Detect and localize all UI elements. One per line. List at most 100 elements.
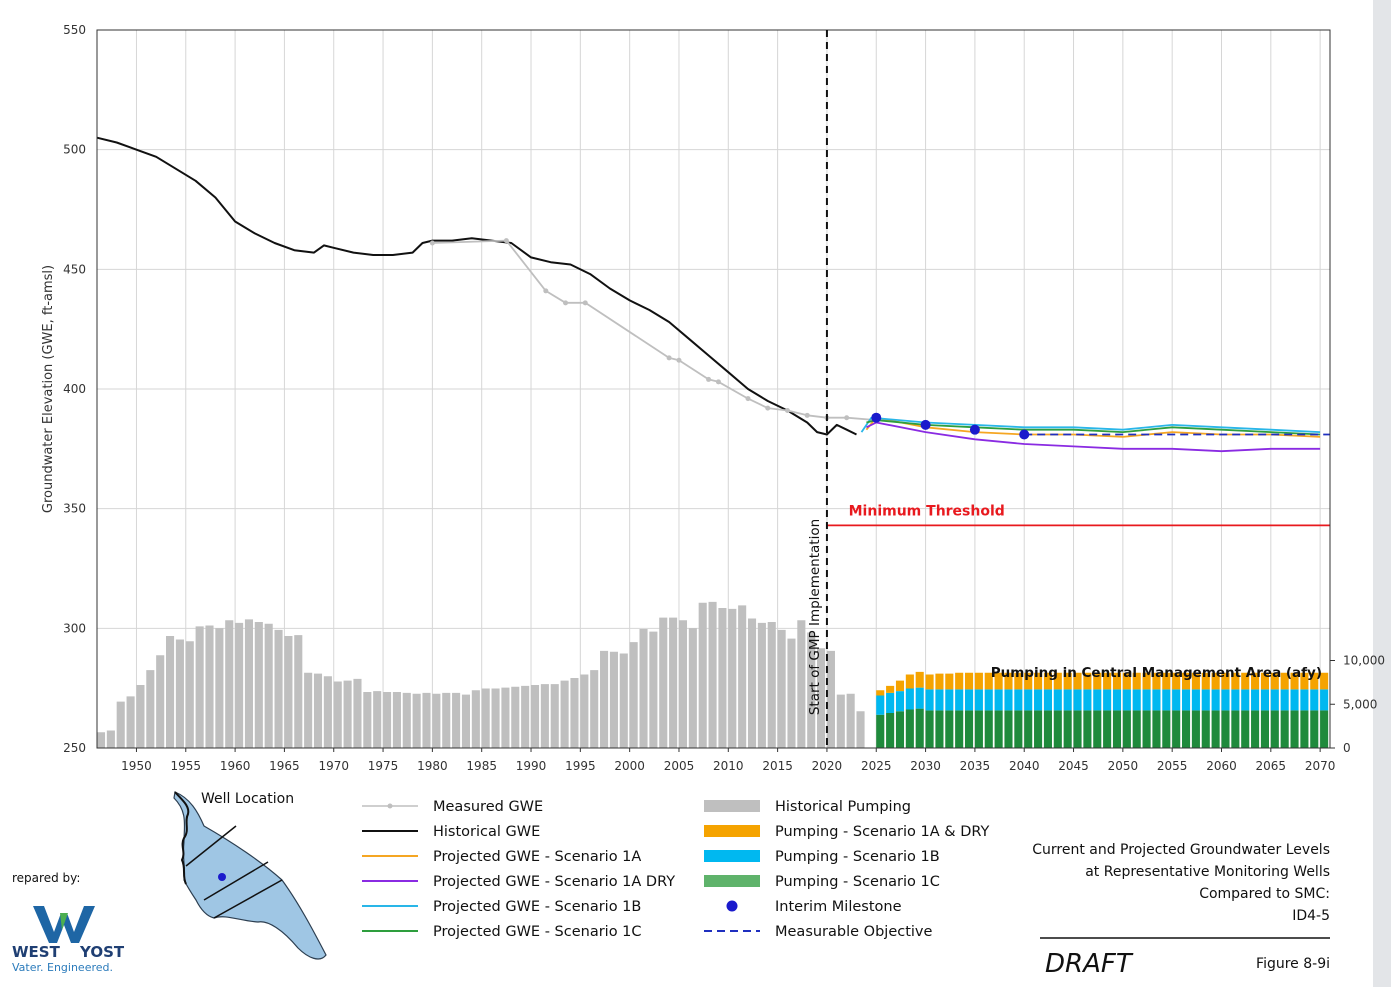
- historical-pumping-bar: [619, 653, 628, 748]
- pumping-1a-bar: [994, 672, 1003, 690]
- historical-pumping-bar: [274, 629, 283, 748]
- pumping-1b-bar: [1093, 689, 1102, 711]
- historical-pumping-bar: [452, 692, 461, 748]
- pumping-1c-bar: [1132, 710, 1141, 748]
- historical-pumping-bar: [846, 693, 855, 748]
- pumping-1c-bar: [1162, 710, 1171, 748]
- measured-gwe-point: [765, 405, 771, 411]
- legend-label-pumping-1c: Pumping - Scenario 1C: [775, 874, 940, 890]
- pumping-1a-bar: [1024, 672, 1033, 690]
- legend-label-scenario-1a: Projected GWE - Scenario 1A: [433, 849, 641, 865]
- pumping-1b-bar: [1231, 689, 1240, 711]
- pumping-1b-bar: [1034, 689, 1043, 711]
- pumping-1a-bar: [964, 672, 974, 690]
- legend-col2: Historical Pumping Pumping - Scenario 1A…: [704, 799, 990, 940]
- historical-pumping-bar: [373, 691, 382, 748]
- interim-milestone-point: [920, 419, 931, 430]
- legend: Measured GWE Historical GWE Projected GW…: [362, 799, 990, 940]
- pumping-1c-bar: [955, 710, 964, 748]
- pumping-1a-bar: [1043, 672, 1052, 690]
- historical-pumping-bar: [96, 732, 106, 748]
- caption-line-2: at Representative Monitoring Wells: [1085, 864, 1330, 880]
- pumping-1c-bar: [1270, 710, 1279, 748]
- historical-pumping-bar: [136, 685, 145, 748]
- legend-label-measured-gwe: Measured GWE: [433, 799, 543, 815]
- x-tick-label: 2050: [1108, 759, 1139, 773]
- legend-marker-interim-milestone: [726, 900, 738, 912]
- pumping-1a-bar: [945, 673, 954, 690]
- historical-pumping-bar: [728, 608, 737, 748]
- historical-pumping-bar: [254, 622, 263, 748]
- map-coastline: [174, 791, 190, 885]
- pumping-1b-bar: [1083, 689, 1092, 711]
- pumping-1b-bar: [1290, 689, 1299, 711]
- historical-pumping-bar: [422, 692, 431, 748]
- historical-pumping-bar: [304, 672, 313, 748]
- pumping-1a-bar: [1053, 672, 1062, 690]
- y-tick-label: 450: [63, 262, 86, 276]
- logo-w-accent: [60, 913, 68, 930]
- series-measured-gwe: [432, 239, 877, 421]
- pumping-1b-bar: [1024, 689, 1033, 711]
- figure-caption: Current and Projected Groundwater Levels…: [1032, 842, 1330, 979]
- pumping-1c-bar: [1320, 710, 1329, 748]
- y-tick-label: 550: [63, 23, 86, 37]
- historical-pumping-bar: [166, 636, 175, 748]
- pumping-1c-bar: [895, 711, 905, 748]
- historical-pumping-bar: [412, 693, 421, 748]
- interim-milestone-point: [969, 424, 980, 435]
- x-tick-label: 2030: [910, 759, 941, 773]
- series-projected-gwe-scenario-1a-dry: [866, 421, 1321, 453]
- x-axis-ticks: 1950 1955 1960 1965 1970 1975 1980 1985 1990 1995…: [121, 748, 1335, 773]
- measured-gwe-point: [582, 300, 588, 306]
- historical-pumping-bar: [481, 688, 490, 748]
- y2-tick-label: 0: [1343, 741, 1351, 755]
- pumping-1b-bar: [1073, 689, 1082, 711]
- pumping-1a-bar: [1073, 672, 1082, 690]
- measured-gwe-point: [784, 408, 790, 414]
- historical-pumping-bar: [323, 676, 332, 748]
- historical-pumping-bar: [659, 617, 668, 748]
- pumping-1a-bar: [1270, 672, 1279, 690]
- pumping-1a-bar: [905, 674, 914, 689]
- pumping-1c-bar: [1310, 710, 1319, 748]
- series-projected-gwe-scenario-1c: [866, 419, 1321, 436]
- legend-swatch-pumping-1b: [704, 850, 760, 862]
- pumping-1b-bar: [1014, 689, 1023, 711]
- pumping-1b-bar: [1152, 689, 1161, 711]
- pumping-1c-bar: [1112, 710, 1122, 748]
- interim-milestone-point: [1019, 429, 1030, 440]
- y2-tick-label: 10,000: [1343, 654, 1385, 668]
- historical-pumping-bar: [747, 618, 757, 748]
- x-tick-label: 2005: [664, 759, 695, 773]
- pumping-1c-bar: [1073, 710, 1082, 748]
- legend-label-scenario-1c: Projected GWE - Scenario 1C: [433, 924, 642, 940]
- interim-milestone-point: [871, 412, 882, 423]
- historical-pumping-bar: [156, 655, 165, 748]
- pumping-1a-bar: [895, 680, 905, 692]
- historical-pumping-bar: [580, 674, 589, 748]
- pumping-1c-bar: [1172, 710, 1181, 748]
- pumping-1c-bar: [1300, 710, 1309, 748]
- historical-pumping-bar: [826, 650, 835, 748]
- pumping-1b-bar: [1270, 689, 1279, 711]
- historical-pumping-bar: [600, 650, 609, 748]
- pumping-1a-bar: [1181, 672, 1191, 690]
- pumping-1c-bar: [1093, 710, 1102, 748]
- legend-label-historical-pumping: Historical Pumping: [775, 799, 911, 815]
- pumping-1b-bar: [1260, 689, 1269, 711]
- x-tick-label: 2065: [1256, 759, 1287, 773]
- measured-gwe-point: [804, 412, 810, 418]
- pumping-1a-bar: [876, 690, 885, 696]
- pumping-1a-bar: [1152, 672, 1161, 690]
- historical-pumping-bar: [817, 648, 826, 748]
- x-tick-label: 1955: [171, 759, 202, 773]
- pumping-1b-bar: [876, 695, 885, 715]
- historical-pumping-bar: [264, 623, 273, 748]
- historical-pumping-bar: [609, 651, 618, 748]
- historical-pumping-bar: [836, 694, 845, 748]
- historical-pumping-bar: [461, 694, 471, 748]
- historical-pumping-bar: [185, 641, 194, 748]
- secondary-y-axis-ticks: 0 5,000 10,000: [1330, 654, 1385, 755]
